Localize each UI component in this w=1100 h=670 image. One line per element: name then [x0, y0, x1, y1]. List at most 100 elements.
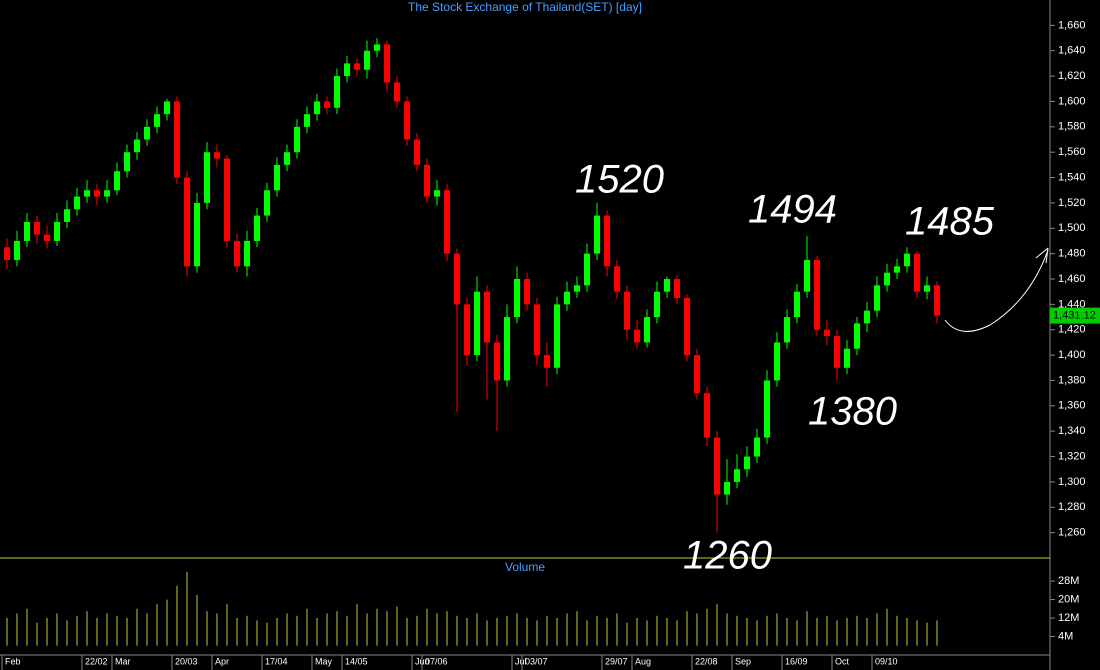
candle-body [244, 240, 250, 267]
candle-body [234, 240, 240, 267]
candle-body [644, 317, 650, 343]
candle-body [544, 355, 550, 368]
y-tick-label: 1,320 [1058, 450, 1086, 462]
date-tick-label: 14/05 [345, 656, 368, 666]
candle-body [574, 285, 580, 292]
candle-body [184, 177, 190, 267]
candle-body [514, 279, 520, 318]
candle-body [464, 304, 470, 356]
candle-body [304, 114, 310, 127]
candle-body [274, 164, 280, 191]
candle-body [24, 221, 30, 241]
candle-body [164, 101, 170, 115]
y-tick-label: 1,280 [1058, 501, 1086, 513]
y-tick-label: 1,420 [1058, 324, 1086, 336]
date-tick-label: 03/07 [525, 656, 548, 666]
candle-body [224, 158, 230, 241]
candle-body [4, 247, 10, 260]
candle-body [594, 215, 600, 254]
date-tick-label: May [315, 656, 333, 666]
date-tick-label: Apr [215, 656, 229, 666]
y-tick-label: 1,660 [1058, 19, 1086, 31]
annotation: 1380 [808, 390, 897, 434]
annotation: 1260 [683, 534, 772, 578]
candle-body [204, 152, 210, 203]
volume-tick-label: 28M [1058, 575, 1079, 587]
candle-body [214, 152, 220, 159]
candle-body [74, 196, 80, 210]
candle-body [494, 342, 500, 381]
y-tick-label: 1,480 [1058, 248, 1086, 260]
y-tick-label: 1,540 [1058, 171, 1086, 183]
date-tick-label: Aug [635, 656, 651, 666]
candle-body [704, 393, 710, 438]
date-tick-label: 09/10 [875, 656, 898, 666]
y-tick-label: 1,440 [1058, 298, 1086, 310]
date-tick-label: 17/04 [265, 656, 288, 666]
candle-body [124, 152, 130, 172]
candle-body [934, 285, 940, 316]
y-tick-label: 1,400 [1058, 349, 1086, 361]
candle-body [194, 202, 200, 267]
y-tick-label: 1,340 [1058, 425, 1086, 437]
last-price-box [1050, 307, 1100, 324]
candle-body [474, 291, 480, 356]
candle-body [884, 272, 890, 286]
candle-body [94, 190, 100, 197]
candle-body [324, 101, 330, 108]
arrow-curve [944, 249, 1049, 332]
candle-body [664, 279, 670, 292]
candle-body [14, 240, 20, 260]
candle-body [684, 298, 690, 356]
annotation: 1494 [748, 188, 837, 232]
candle-body [554, 304, 560, 368]
candle-body [84, 190, 90, 197]
candle-body [524, 279, 530, 305]
candle-body [284, 152, 290, 165]
candle-body [134, 139, 140, 153]
y-tick-label: 1,560 [1058, 146, 1086, 158]
volume-tick-label: 12M [1058, 612, 1079, 624]
candle-body [864, 310, 870, 324]
candle-body [34, 221, 40, 235]
candle-body [674, 279, 680, 299]
candle-body [384, 44, 390, 83]
candle-body [924, 285, 930, 292]
date-tick-label: Oct [835, 656, 850, 666]
candle-body [714, 437, 720, 495]
y-tick-label: 1,580 [1058, 121, 1086, 133]
date-tick-label: Jul [515, 656, 527, 666]
candle-body [174, 101, 180, 178]
candle-body [354, 63, 360, 70]
date-tick-label: 22/02 [85, 656, 108, 666]
candle-body [874, 285, 880, 311]
candle-body [444, 190, 450, 254]
candle-body [744, 456, 750, 470]
date-tick-label: 16/09 [785, 656, 808, 666]
candle-body [294, 126, 300, 153]
date-tick-label: Feb [5, 656, 21, 666]
date-tick-label: Sep [735, 656, 751, 666]
candle-body [784, 317, 790, 343]
candle-body [754, 437, 760, 457]
volume-tick-label: 20M [1058, 593, 1079, 605]
candle-body [534, 304, 540, 356]
y-tick-label: 1,520 [1058, 197, 1086, 209]
candle-body [614, 266, 620, 292]
candle-body [774, 342, 780, 381]
candle-body [114, 171, 120, 191]
candle-body [804, 259, 810, 292]
candle-body [54, 221, 60, 241]
candle-body [44, 234, 50, 241]
volume-title: Volume [505, 560, 545, 574]
annotation: 1485 [905, 200, 995, 244]
candle-body [734, 469, 740, 482]
candle-body [484, 291, 490, 343]
date-tick-label: Mar [115, 656, 131, 666]
y-tick-label: 1,600 [1058, 95, 1086, 107]
candle-body [404, 101, 410, 140]
candle-body [364, 50, 370, 70]
candle-body [374, 44, 380, 51]
candle-body [564, 291, 570, 305]
